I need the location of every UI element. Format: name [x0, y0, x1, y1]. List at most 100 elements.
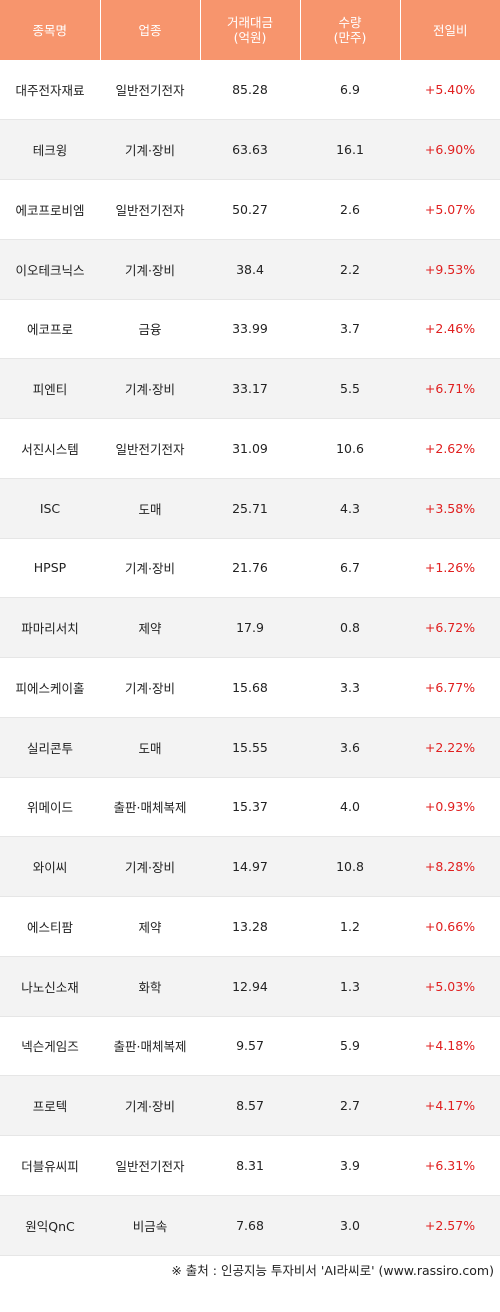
cell-stock-name: 피에스케이홀: [0, 657, 100, 718]
cell-volume: 4.0: [300, 777, 400, 838]
table-row: 에스티팜 제약 13.28 1.2 +0.66%: [0, 896, 500, 957]
cell-change: +6.77%: [400, 657, 500, 718]
cell-change: +2.62%: [400, 418, 500, 479]
cell-trade-value: 15.68: [200, 657, 300, 718]
table-row: 실리콘투 도매 15.55 3.6 +2.22%: [0, 717, 500, 778]
cell-trade-value: 17.9: [200, 597, 300, 658]
cell-volume: 3.9: [300, 1135, 400, 1196]
cell-sector: 기계·장비: [100, 538, 200, 599]
cell-volume: 6.7: [300, 538, 400, 599]
cell-change: +0.66%: [400, 896, 500, 957]
cell-volume: 3.6: [300, 717, 400, 778]
cell-stock-name: 실리콘투: [0, 717, 100, 778]
cell-sector: 비금속: [100, 1195, 200, 1256]
cell-trade-value: 12.94: [200, 956, 300, 1017]
cell-stock-name: 원익QnC: [0, 1195, 100, 1256]
table-row: HPSP 기계·장비 21.76 6.7 +1.26%: [0, 538, 500, 599]
cell-change: +6.31%: [400, 1135, 500, 1196]
cell-change: +6.90%: [400, 119, 500, 180]
cell-stock-name: 대주전자재료: [0, 60, 100, 121]
cell-volume: 5.5: [300, 358, 400, 419]
cell-stock-name: 이오테크닉스: [0, 239, 100, 300]
cell-volume: 3.7: [300, 299, 400, 360]
table-row: 서진시스템 일반전기전자 31.09 10.6 +2.62%: [0, 418, 500, 479]
table-row: 와이씨 기계·장비 14.97 10.8 +8.28%: [0, 836, 500, 897]
cell-change: +8.28%: [400, 836, 500, 897]
cell-stock-name: 파마리서치: [0, 597, 100, 658]
cell-volume: 1.3: [300, 956, 400, 1017]
cell-stock-name: 더블유씨피: [0, 1135, 100, 1196]
cell-trade-value: 31.09: [200, 418, 300, 479]
cell-stock-name: 피엔티: [0, 358, 100, 419]
cell-sector: 일반전기전자: [100, 1135, 200, 1196]
cell-sector: 도매: [100, 478, 200, 539]
cell-sector: 제약: [100, 896, 200, 957]
cell-stock-name: 와이씨: [0, 836, 100, 897]
stock-table: 종목명 업종 거래대금 (억원) 수량 (만주) 전일비 대주전자재료 일반전기전…: [0, 0, 500, 1256]
cell-trade-value: 9.57: [200, 1016, 300, 1077]
table-row: 피에스케이홀 기계·장비 15.68 3.3 +6.77%: [0, 657, 500, 718]
table-row: 대주전자재료 일반전기전자 85.28 6.9 +5.40%: [0, 60, 500, 121]
cell-sector: 일반전기전자: [100, 418, 200, 479]
header-row: 종목명 업종 거래대금 (억원) 수량 (만주) 전일비: [0, 0, 500, 60]
cell-volume: 4.3: [300, 478, 400, 539]
header-stock-name-label: 종목명: [32, 22, 67, 38]
cell-change: +5.03%: [400, 956, 500, 1017]
table-row: 위메이드 출판·매체복제 15.37 4.0 +0.93%: [0, 777, 500, 838]
table-row: 이오테크닉스 기계·장비 38.4 2.2 +9.53%: [0, 239, 500, 300]
cell-sector: 기계·장비: [100, 1075, 200, 1136]
cell-sector: 화학: [100, 956, 200, 1017]
cell-trade-value: 85.28: [200, 60, 300, 121]
cell-sector: 일반전기전자: [100, 60, 200, 121]
cell-trade-value: 14.97: [200, 836, 300, 897]
cell-trade-value: 13.28: [200, 896, 300, 957]
cell-volume: 10.8: [300, 836, 400, 897]
cell-change: +2.22%: [400, 717, 500, 778]
cell-trade-value: 38.4: [200, 239, 300, 300]
table-row: 나노신소재 화학 12.94 1.3 +5.03%: [0, 956, 500, 1017]
cell-sector: 기계·장비: [100, 239, 200, 300]
cell-change: +6.72%: [400, 597, 500, 658]
cell-change: +5.40%: [400, 60, 500, 121]
cell-sector: 도매: [100, 717, 200, 778]
cell-change: +9.53%: [400, 239, 500, 300]
table-row: 에코프로비엠 일반전기전자 50.27 2.6 +5.07%: [0, 179, 500, 240]
cell-stock-name: 프로텍: [0, 1075, 100, 1136]
cell-trade-value: 15.37: [200, 777, 300, 838]
cell-change: +1.26%: [400, 538, 500, 599]
cell-volume: 10.6: [300, 418, 400, 479]
cell-stock-name: 에코프로비엠: [0, 179, 100, 240]
table-row: ISC 도매 25.71 4.3 +3.58%: [0, 478, 500, 539]
cell-stock-name: ISC: [0, 478, 100, 539]
header-volume: 수량 (만주): [300, 0, 401, 60]
cell-trade-value: 25.71: [200, 478, 300, 539]
source-footer: ※ 출처 : 인공지능 투자비서 'AI라씨로' (www.rassiro.co…: [171, 1263, 494, 1278]
header-sector: 업종: [100, 0, 201, 60]
cell-stock-name: 에코프로: [0, 299, 100, 360]
cell-change: +6.71%: [400, 358, 500, 419]
header-change-label: 전일비: [432, 22, 468, 38]
cell-stock-name: 에스티팜: [0, 896, 100, 957]
table-row: 넥슨게임즈 출판·매체복제 9.57 5.9 +4.18%: [0, 1016, 500, 1077]
cell-change: +5.07%: [400, 179, 500, 240]
cell-sector: 제약: [100, 597, 200, 658]
cell-trade-value: 63.63: [200, 119, 300, 180]
cell-stock-name: 나노신소재: [0, 956, 100, 1017]
table-row: 파마리서치 제약 17.9 0.8 +6.72%: [0, 597, 500, 658]
cell-trade-value: 33.17: [200, 358, 300, 419]
cell-stock-name: 위메이드: [0, 777, 100, 838]
cell-sector: 일반전기전자: [100, 179, 200, 240]
cell-change: +0.93%: [400, 777, 500, 838]
table-row: 에코프로 금융 33.99 3.7 +2.46%: [0, 299, 500, 360]
cell-volume: 5.9: [300, 1016, 400, 1077]
cell-trade-value: 33.99: [200, 299, 300, 360]
table-row: 피엔티 기계·장비 33.17 5.5 +6.71%: [0, 358, 500, 419]
header-trade-value-label: 거래대금 (억원): [226, 15, 273, 45]
header-sector-label: 업종: [138, 22, 162, 38]
cell-volume: 0.8: [300, 597, 400, 658]
cell-change: +2.57%: [400, 1195, 500, 1256]
cell-stock-name: HPSP: [0, 538, 100, 599]
cell-volume: 2.7: [300, 1075, 400, 1136]
cell-change: +2.46%: [400, 299, 500, 360]
